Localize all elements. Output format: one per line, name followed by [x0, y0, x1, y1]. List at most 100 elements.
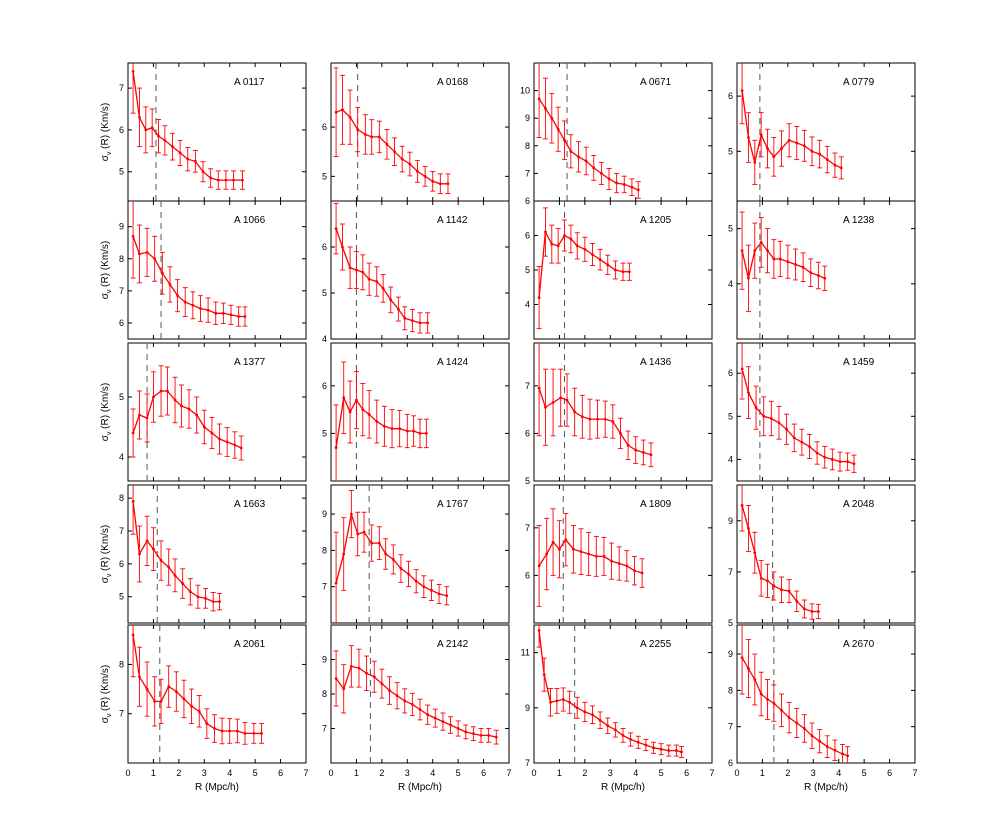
- panel-a-0671-ytick-label: 10: [520, 86, 530, 96]
- panel-a-1809-data-point: [587, 552, 591, 556]
- panel-a-2048-ytick-label: 7: [728, 567, 733, 577]
- panel-a-1459-ytick-label: 4: [728, 454, 733, 464]
- panel-a-0168-data-point: [377, 135, 381, 139]
- panel-a-1238-data-point: [786, 260, 790, 264]
- panel-a-1377-data-point: [131, 431, 135, 435]
- panel-a-0117-ytick-label: 5: [119, 167, 124, 177]
- panel-a-0779-title: A 0779: [843, 77, 875, 88]
- panel-a-1767-data-point: [445, 594, 449, 598]
- panel-a-2255-frame: [533, 624, 713, 764]
- panel-a-1238-data-point: [753, 249, 757, 253]
- panel-a-2061-data-point: [153, 699, 157, 703]
- panel-a-1142-data-point: [334, 227, 338, 231]
- panel-a-2061-ytick-label: 7: [119, 709, 124, 719]
- panel-a-0779-frame: [736, 62, 916, 202]
- panel-a-2255-data-point: [549, 700, 552, 704]
- panel-a-0779-data-point: [818, 152, 822, 156]
- ylabel-sigma: σ: [100, 576, 111, 583]
- panel-a-0117-data-point: [157, 134, 160, 138]
- panel-a-0779-data-point: [766, 147, 769, 150]
- panel-a-0168-data-point: [341, 108, 344, 112]
- panel-a-1436-title: A 1436: [640, 357, 672, 368]
- panel-a-2142-xlabel: R (Mpc/h): [398, 782, 442, 793]
- panel-a-1663-data-point: [152, 547, 155, 551]
- panel-a-0779-data-point: [753, 160, 757, 164]
- panel-a-1436-data-point: [544, 405, 547, 409]
- panel-a-2670-data-point: [772, 701, 776, 705]
- panel-a-2255-xtick-label: 4: [633, 768, 638, 778]
- panel-a-0168-data-point: [423, 174, 427, 178]
- panel-a-1377-data-point: [145, 416, 149, 420]
- panel-a-0779-series-line: [741, 90, 842, 169]
- panel-a-1436-data-point: [559, 396, 563, 400]
- ylabel-sigma: σ: [100, 716, 111, 723]
- panel-a-1377-data-point: [138, 413, 141, 417]
- panel-a-1459-data-point: [785, 427, 788, 431]
- panel-a-1142-data-point: [361, 270, 365, 274]
- panel-a-2142-data-point: [487, 734, 491, 737]
- panel-a-1459-ytick-label: 5: [728, 411, 733, 421]
- panel-a-2142-data-point: [494, 735, 498, 739]
- panel-a-1459-data-point: [800, 440, 804, 444]
- panel-a-1377-data-point: [166, 389, 169, 393]
- panel-a-2255-data-point: [659, 747, 663, 751]
- panel-a-2061-data-point: [182, 697, 186, 701]
- panel-a-0168-title: A 0168: [437, 77, 469, 88]
- panel-a-1459-data-point: [740, 367, 744, 371]
- panel-a-1424-ytick-label: 6: [322, 381, 327, 391]
- panel-a-2670-xlabel: R (Mpc/h): [804, 782, 848, 793]
- panel-a-0671-data-point: [592, 166, 596, 170]
- panel-a-1424-data-point: [383, 424, 386, 428]
- panel-a-1066-data-point: [160, 271, 164, 275]
- panel-a-1142-ytick-label: 5: [322, 288, 327, 298]
- panel-a-1066-data-point: [168, 283, 172, 286]
- panel-a-1809-data-point: [594, 554, 598, 558]
- panel-a-1809-ytick-label: 7: [525, 523, 530, 533]
- panel-a-2670-xtick-label: 2: [785, 768, 790, 778]
- panel-a-2142-xtick-label: 0: [328, 768, 333, 778]
- panel-a-1066-data-point: [214, 311, 218, 315]
- panel-a-0168-data-point: [348, 115, 352, 119]
- panel-a-2048-data-point: [766, 579, 769, 583]
- panel-a-2142-xtick-label: 6: [481, 768, 486, 778]
- panel-a-0779-data-point: [795, 141, 799, 145]
- panel-a-1238-data-point: [809, 271, 813, 275]
- panel-a-2061-data-point: [220, 729, 224, 733]
- panel-a-1663-title: A 1663: [234, 499, 266, 510]
- ylabel-subscript: v: [106, 289, 113, 293]
- panel-a-2142-data-point: [449, 723, 452, 727]
- panel-a-0117-data-point: [163, 138, 167, 142]
- panel-a-2255-data-point: [598, 718, 602, 722]
- panel-a-1767-data-point: [422, 585, 426, 589]
- panel-a-2670-ytick-label: 9: [728, 649, 733, 659]
- panel-a-1142-data-point: [426, 321, 430, 325]
- panel-a-1767-ytick-label: 9: [322, 509, 327, 519]
- panel-a-2670-series-line: [741, 657, 848, 757]
- panel-a-1459-data-point: [754, 406, 758, 410]
- panel-a-0779-data-point: [825, 158, 829, 162]
- panel-a-2670-data-point: [753, 678, 757, 681]
- panel-a-1238-frame: [736, 200, 916, 340]
- ylabel-sigma: σ: [100, 434, 111, 441]
- panel-a-2142-data-point: [357, 666, 361, 670]
- panel-a-2048-data-point: [759, 576, 763, 580]
- panel-a-2142-data-point: [380, 682, 384, 686]
- panel-a-0168-data-point: [416, 170, 419, 173]
- panel-a-2061-data-point: [252, 732, 256, 735]
- panel-a-2061-xtick-label: 4: [227, 768, 232, 778]
- panel-a-2048-ytick-label: 9: [728, 516, 733, 526]
- panel-a-2061-data-point: [167, 685, 171, 689]
- panel-a-2142-data-point: [395, 694, 399, 698]
- panel-a-1142-ytick-label: 4: [322, 334, 327, 344]
- panel-a-0117-data-point: [138, 115, 141, 119]
- panel-a-2670-data-point: [846, 754, 850, 758]
- panel-a-2061-data-point: [197, 709, 201, 713]
- panel-a-1066-data-point: [183, 300, 187, 304]
- panel-a-2048-data-point: [816, 610, 820, 613]
- panel-a-2255-data-point: [555, 699, 559, 703]
- panel-a-1142-ytick-label: 6: [322, 242, 327, 252]
- panel-a-1424-frame: [330, 342, 510, 482]
- panel-a-1663-data-point: [211, 600, 215, 604]
- panel-a-2255-xtick-label: 7: [709, 768, 714, 778]
- panel-a-1238-data-point: [772, 257, 776, 261]
